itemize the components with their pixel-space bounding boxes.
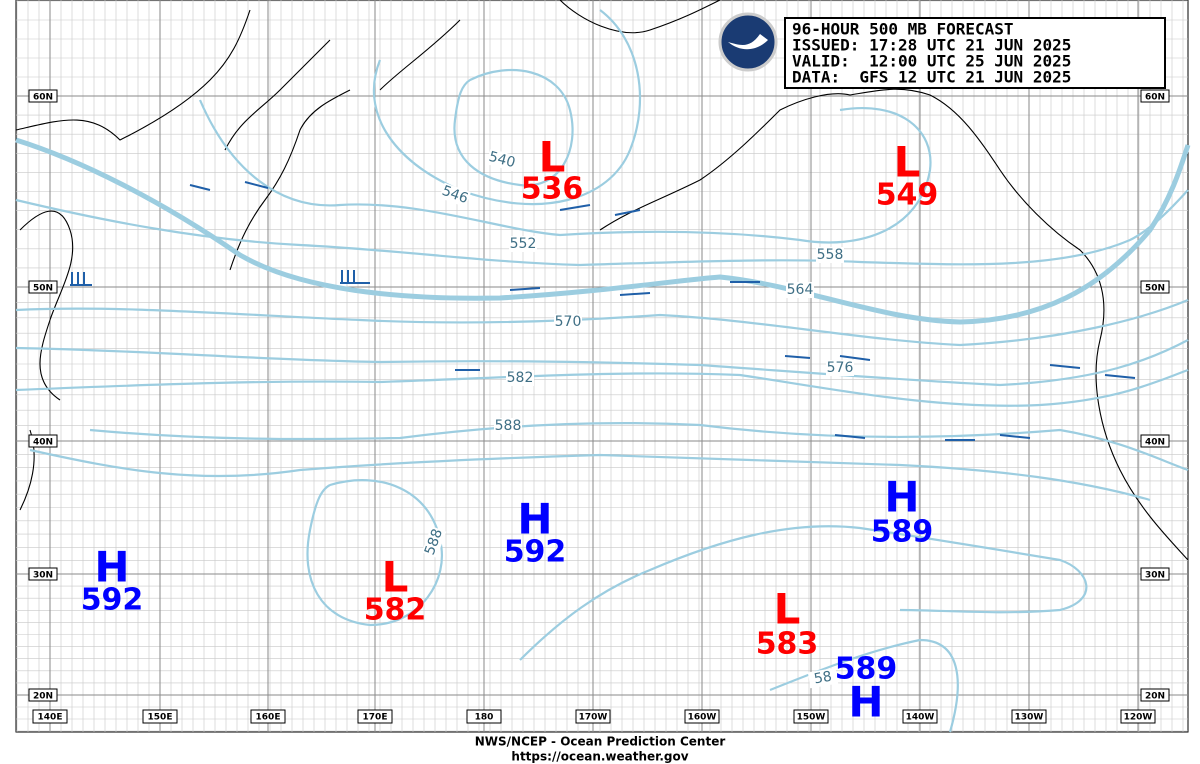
lat-label: 60N xyxy=(33,93,53,103)
contour-label-bg xyxy=(826,360,854,376)
lon-label-box xyxy=(466,709,502,724)
center-value: 592 xyxy=(81,583,144,618)
lon-label: 120W xyxy=(1124,713,1153,723)
contour-label-bg xyxy=(506,370,534,386)
contour-label-bg xyxy=(816,247,844,263)
center-value: 592 xyxy=(504,535,567,570)
contour-label: 582 xyxy=(507,370,534,386)
axis-labels: 60N 60N 50N 50N 40N 40N 30N 30N 20N 20N 140E 150E 16… xyxy=(28,89,1170,724)
wind-barbs xyxy=(70,181,1136,441)
lon-label: 170E xyxy=(363,713,388,723)
lon-label: 130W xyxy=(1015,713,1044,723)
lon-label: 170W xyxy=(579,713,608,723)
lat-label: 40N xyxy=(33,438,53,448)
lat-label-box xyxy=(28,688,58,702)
lat-label: 50N xyxy=(33,284,53,294)
center-value: 549 xyxy=(876,178,939,213)
contour-label: 540 xyxy=(487,149,517,171)
coastlines xyxy=(15,0,1189,561)
lon-label-box xyxy=(32,709,68,724)
lat-label: 60N xyxy=(1145,93,1165,103)
lon-label: 150W xyxy=(797,713,826,723)
contour-label-bg xyxy=(554,314,582,330)
header-line: VALID: 12:00 UTC 25 JUN 2025 xyxy=(792,52,1071,71)
lat-label-box xyxy=(28,434,58,448)
lon-label-box xyxy=(793,709,829,724)
lat-label-box xyxy=(1140,89,1170,103)
lat-label: 40N xyxy=(1145,438,1165,448)
lon-label-box xyxy=(684,709,720,724)
header-box xyxy=(784,17,1166,89)
center-value: 583 xyxy=(756,627,819,662)
lat-label-box xyxy=(1140,688,1170,702)
center-symbol: H xyxy=(94,543,129,592)
grid xyxy=(16,0,1188,732)
lon-label-box xyxy=(142,709,178,724)
contour-label-bg xyxy=(421,526,447,558)
center-value: 536 xyxy=(521,172,584,207)
center-symbol: H xyxy=(848,678,883,727)
center-symbol: L xyxy=(774,585,801,634)
lat-label-box xyxy=(28,280,58,294)
contour-label: 552 xyxy=(510,236,537,252)
lat-label: 50N xyxy=(1145,284,1165,294)
footer-line: https://ocean.weather.gov xyxy=(511,750,688,764)
contour-label-bg xyxy=(509,236,537,252)
lat-label: 30N xyxy=(1145,571,1165,581)
lon-label-box xyxy=(575,709,611,724)
contour-label-bg xyxy=(486,148,518,172)
contour-label-bg xyxy=(494,418,522,434)
header-line: DATA: GFS 12 UTC 21 JUN 2025 xyxy=(792,68,1071,87)
contours xyxy=(15,9,1191,733)
lat-label-box xyxy=(28,567,58,581)
header-line: 96-HOUR 500 MB FORECAST xyxy=(792,20,1014,39)
header-line: ISSUED: 17:28 UTC 21 JUN 2025 xyxy=(792,36,1071,55)
contour-label-bg xyxy=(786,282,814,298)
contour-label-bg xyxy=(439,182,471,208)
lon-label: 180 xyxy=(475,713,494,723)
lat-label-box xyxy=(1140,434,1170,448)
lon-label-box xyxy=(902,709,938,724)
contour-label: 588 xyxy=(495,418,522,434)
lat-label-box xyxy=(1140,280,1170,294)
lon-label: 140E xyxy=(38,713,63,723)
lat-label-box xyxy=(1140,567,1170,581)
center-value: 582 xyxy=(364,593,427,628)
lon-label: 140W xyxy=(906,713,935,723)
center-symbol: L xyxy=(382,553,409,602)
footer-line: NWS/NCEP - Ocean Prediction Center xyxy=(475,735,726,749)
contour-label: 576 xyxy=(827,360,854,376)
lon-label: 150E xyxy=(148,713,173,723)
lon-label-box xyxy=(357,709,393,724)
contour-label: 558 xyxy=(817,247,844,263)
lon-label-box xyxy=(1120,709,1156,724)
lon-label: 160E xyxy=(256,713,281,723)
contour-label-bg xyxy=(807,667,839,689)
contour-label: 58 xyxy=(813,669,833,688)
center-value: 589 xyxy=(871,515,934,550)
center-symbol: L xyxy=(539,133,566,182)
lon-label-box xyxy=(250,709,286,724)
contour-label: 564 xyxy=(787,282,814,298)
center-symbol: H xyxy=(517,495,552,544)
lat-label-box xyxy=(28,89,58,103)
lon-label-box xyxy=(1011,709,1047,724)
contour-label: 570 xyxy=(555,314,582,330)
lat-label: 20N xyxy=(33,692,53,702)
center-symbol: H xyxy=(884,473,919,522)
lat-label: 20N xyxy=(1145,692,1165,702)
center-symbol: L xyxy=(894,138,921,187)
noaa-logo xyxy=(718,12,778,72)
lon-label: 160W xyxy=(688,713,717,723)
lat-label: 30N xyxy=(33,571,53,581)
center-value: 589 xyxy=(835,652,898,687)
